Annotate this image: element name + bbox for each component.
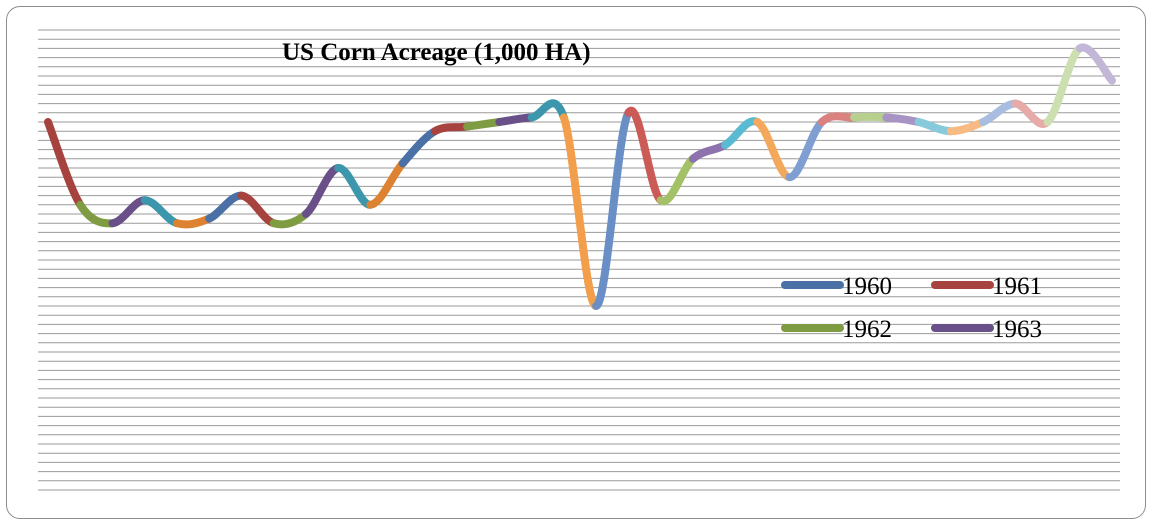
line-segment (785, 118, 826, 182)
line-segment (301, 164, 343, 218)
legend-label: 1961 (992, 273, 1042, 300)
line-segment (430, 122, 472, 136)
line-segment (1043, 44, 1084, 126)
line-segment (624, 106, 665, 205)
line-segment (1075, 43, 1116, 85)
line-segment (592, 108, 633, 310)
line-segment (366, 159, 407, 209)
line-segment (946, 118, 988, 136)
chart-title: US Corn Acreage (1,000 HA) (282, 39, 591, 66)
line-segment (882, 113, 923, 126)
line-segment (1011, 99, 1052, 128)
line-segment (656, 154, 697, 206)
line-segment (140, 196, 181, 228)
legend-label: 1962 (842, 316, 892, 343)
gridlines (38, 29, 1120, 491)
line-segment (463, 118, 504, 131)
legend: 1960 1961 1962 1963 (781, 273, 1042, 343)
line-segment (44, 118, 85, 209)
line-segment (205, 191, 246, 223)
line-segment (721, 117, 762, 149)
line-segment (495, 113, 536, 126)
line-segment (237, 191, 278, 228)
chart-frame (6, 6, 1146, 519)
line-segment (527, 99, 568, 122)
line-segment (172, 214, 214, 229)
line-segment (108, 196, 149, 228)
line-segment (817, 112, 859, 126)
line-segment (688, 141, 730, 163)
line-segment (914, 118, 955, 136)
legend-label: 1960 (842, 273, 892, 300)
line-segment (850, 112, 891, 122)
series-line (44, 43, 1116, 311)
legend-label: 1963 (992, 316, 1042, 343)
line-segment (559, 113, 601, 311)
